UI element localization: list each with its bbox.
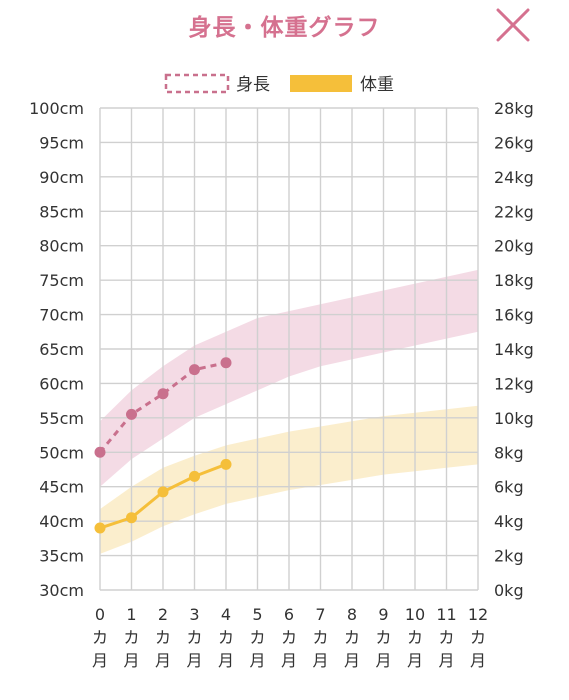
- close-icon[interactable]: [493, 5, 533, 45]
- y-left-tick-label: 45cm: [39, 478, 84, 497]
- x-tick-label: カ: [407, 628, 423, 647]
- y-axis-left: 100cm 95cm 90cm 85cm 80cm 75cm 70cm 65cm 60cm 55c…: [29, 99, 84, 600]
- data-point-height: [189, 364, 200, 376]
- x-tick-label: 月: [155, 651, 171, 670]
- x-tick-label: カ: [123, 628, 139, 647]
- data-point-height: [220, 357, 232, 369]
- x-tick-label: 月: [92, 651, 108, 670]
- y-right-tick-label: 8kg: [494, 443, 524, 462]
- y-right-tick-label: 26kg: [494, 133, 534, 152]
- x-tick-label: 10: [405, 605, 425, 624]
- x-tick-label: 5: [252, 605, 262, 624]
- y-right-tick-label: 16kg: [494, 306, 534, 325]
- x-tick-label: カ: [470, 628, 486, 647]
- x-axis: 0カ月1カ月2カ月3カ月4カ月5カ月6カ月7カ月8カ月9カ月10カ月11カ月12…: [92, 605, 488, 670]
- y-left-tick-label: 60cm: [39, 374, 84, 393]
- x-tick-label: 月: [438, 651, 454, 670]
- x-tick-label: カ: [186, 628, 202, 647]
- x-tick-label: カ: [281, 628, 297, 647]
- y-right-tick-label: 6kg: [494, 478, 524, 497]
- y-left-tick-label: 70cm: [39, 306, 84, 325]
- y-right-tick-label: 22kg: [494, 202, 534, 221]
- data-point-weight: [94, 522, 106, 534]
- y-left-tick-label: 65cm: [39, 340, 84, 359]
- x-tick-label: 月: [123, 651, 139, 670]
- x-tick-label: カ: [438, 628, 454, 647]
- y-right-tick-label: 12kg: [494, 374, 534, 393]
- y-left-tick-label: 85cm: [39, 202, 84, 221]
- y-right-tick-label: 10kg: [494, 409, 534, 428]
- x-tick-label: 月: [375, 651, 391, 670]
- x-tick-label: 0: [95, 605, 105, 624]
- x-tick-label: カ: [218, 628, 234, 647]
- x-tick-label: 月: [186, 651, 202, 670]
- x-tick-label: 1: [126, 605, 136, 624]
- y-right-tick-label: 24kg: [494, 168, 534, 187]
- y-right-tick-label: 0kg: [494, 581, 524, 600]
- y-left-tick-label: 80cm: [39, 237, 84, 256]
- x-tick-label: 月: [218, 651, 234, 670]
- x-tick-label: 月: [249, 651, 265, 670]
- grid: [99, 107, 479, 591]
- data-point-height: [94, 446, 106, 458]
- legend-label-height: 身長: [236, 75, 270, 95]
- legend-swatch-height: [164, 73, 230, 94]
- legend-swatch-weight: [290, 75, 352, 92]
- x-tick-label: カ: [312, 628, 328, 647]
- y-right-tick-label: 2kg: [494, 547, 524, 566]
- x-tick-label: 9: [378, 605, 388, 624]
- y-left-tick-label: 100cm: [29, 99, 84, 118]
- page-title: 身長・体重グラフ: [188, 15, 381, 41]
- y-right-tick-label: 14kg: [494, 340, 534, 359]
- y-right-tick-label: 4kg: [494, 512, 524, 531]
- y-left-tick-label: 50cm: [39, 443, 84, 462]
- y-left-tick-label: 40cm: [39, 512, 84, 531]
- y-left-tick-label: 55cm: [39, 409, 84, 428]
- x-tick-label: 3: [189, 605, 199, 624]
- x-tick-label: 月: [281, 651, 297, 670]
- y-left-tick-label: 30cm: [39, 581, 84, 600]
- x-tick-label: カ: [249, 628, 265, 647]
- data-point-height: [126, 408, 137, 420]
- x-tick-label: 月: [344, 651, 360, 670]
- y-right-tick-label: 20kg: [494, 237, 534, 256]
- x-tick-label: 月: [470, 651, 486, 670]
- y-left-tick-label: 95cm: [39, 133, 84, 152]
- y-left-tick-label: 90cm: [39, 168, 84, 187]
- series-points: [94, 357, 232, 534]
- x-tick-label: 12: [468, 605, 488, 624]
- y-left-tick-label: 35cm: [39, 547, 84, 566]
- x-tick-label: カ: [344, 628, 360, 647]
- x-tick-label: 7: [315, 605, 325, 624]
- x-tick-label: カ: [375, 628, 391, 647]
- x-tick-label: 6: [284, 605, 294, 624]
- x-tick-label: 2: [158, 605, 168, 624]
- y-axis-right: 28kg 26kg 24kg 22kg 20kg 18kg 16kg 14kg 12kg 10kg…: [494, 99, 534, 600]
- x-tick-label: 月: [312, 651, 328, 670]
- data-point-weight: [220, 458, 232, 470]
- x-tick-label: 月: [407, 651, 423, 670]
- y-left-tick-label: 75cm: [39, 271, 84, 290]
- legend: 身長 体重: [164, 73, 394, 95]
- x-tick-label: 4: [221, 605, 231, 624]
- data-point-weight: [126, 512, 137, 524]
- x-tick-label: 11: [436, 605, 456, 624]
- legend-label-weight: 体重: [360, 75, 394, 95]
- y-right-tick-label: 28kg: [494, 99, 534, 118]
- data-point-weight: [157, 486, 169, 498]
- series-line-height: [98, 361, 227, 454]
- data-point-weight: [189, 470, 200, 482]
- x-tick-label: 8: [347, 605, 357, 624]
- data-point-height: [157, 388, 169, 400]
- y-right-tick-label: 18kg: [494, 271, 534, 290]
- x-tick-label: カ: [155, 628, 171, 647]
- x-tick-label: カ: [92, 628, 108, 647]
